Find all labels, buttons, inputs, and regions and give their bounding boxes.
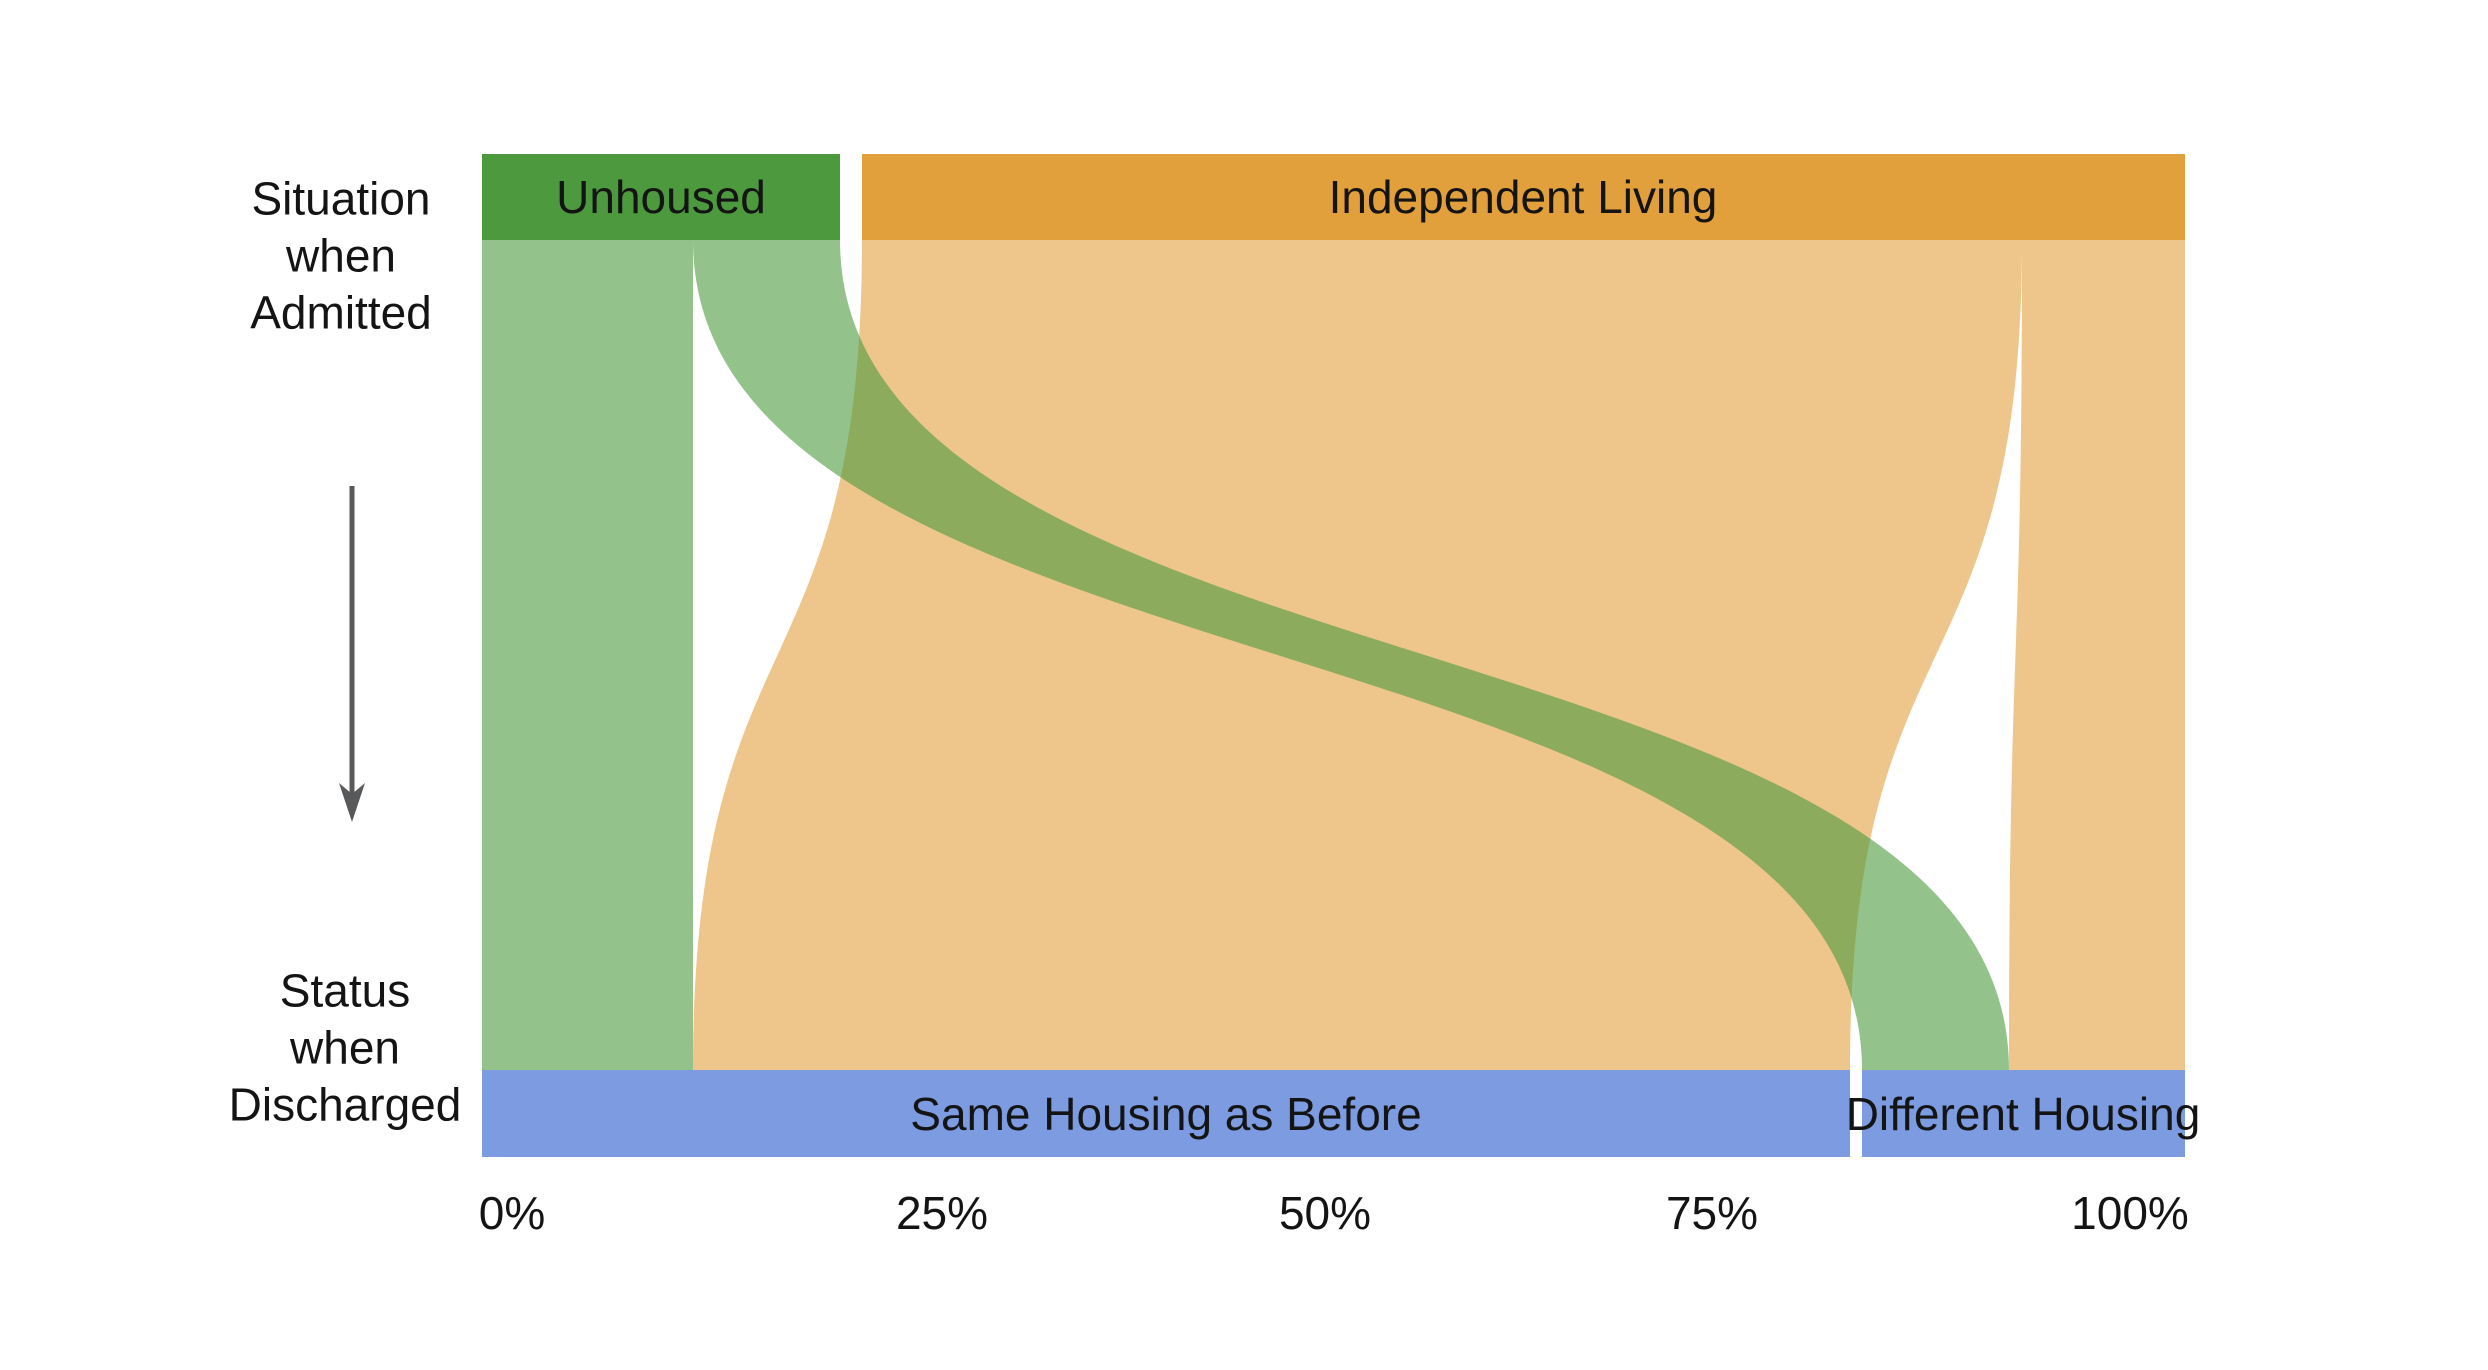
row-label-admitted-line1: Situation bbox=[251, 172, 431, 225]
x-axis-tick-0: 0% bbox=[478, 1187, 546, 1239]
node-unhoused-label: Unhoused bbox=[556, 171, 766, 223]
row-label-discharged-line1: Status bbox=[279, 964, 411, 1017]
node-different-housing-bar bbox=[1862, 1070, 2185, 1157]
x-axis-tick-50: 50% bbox=[1278, 1187, 1372, 1239]
sankey-flows bbox=[482, 240, 2185, 1070]
row-label-discharged-line2: when bbox=[290, 1021, 400, 1074]
sankey-node-bars bbox=[482, 154, 2185, 1157]
x-axis-tick-75: 75% bbox=[1665, 1187, 1759, 1239]
flow-unhoused-to-different bbox=[693, 240, 2009, 1070]
flow-direction-arrow bbox=[339, 486, 365, 822]
x-axis-tick-100: 100% bbox=[2071, 1187, 2189, 1239]
row-label-admitted-line3: Admitted bbox=[250, 286, 432, 339]
node-same-housing-bar bbox=[482, 1070, 1850, 1157]
flow-unhoused-to-same bbox=[482, 240, 693, 1070]
node-different-housing-label: Different Housing bbox=[1845, 1088, 2201, 1140]
flow-independent-to-different bbox=[2009, 240, 2185, 1070]
node-unhoused-bar bbox=[482, 154, 840, 240]
node-independent-living-bar bbox=[862, 154, 2185, 240]
row-label-admitted: Situation when Admitted bbox=[171, 171, 511, 342]
node-independent-living-label: Independent Living bbox=[1328, 171, 1718, 223]
row-label-discharged: Status when Discharged bbox=[175, 963, 515, 1134]
node-same-housing-label: Same Housing as Before bbox=[910, 1088, 1422, 1140]
arrow-head-icon bbox=[339, 783, 365, 822]
row-label-discharged-line3: Discharged bbox=[228, 1078, 462, 1131]
x-axis-tick-25: 25% bbox=[895, 1187, 989, 1239]
row-label-admitted-line2: when bbox=[286, 229, 396, 282]
